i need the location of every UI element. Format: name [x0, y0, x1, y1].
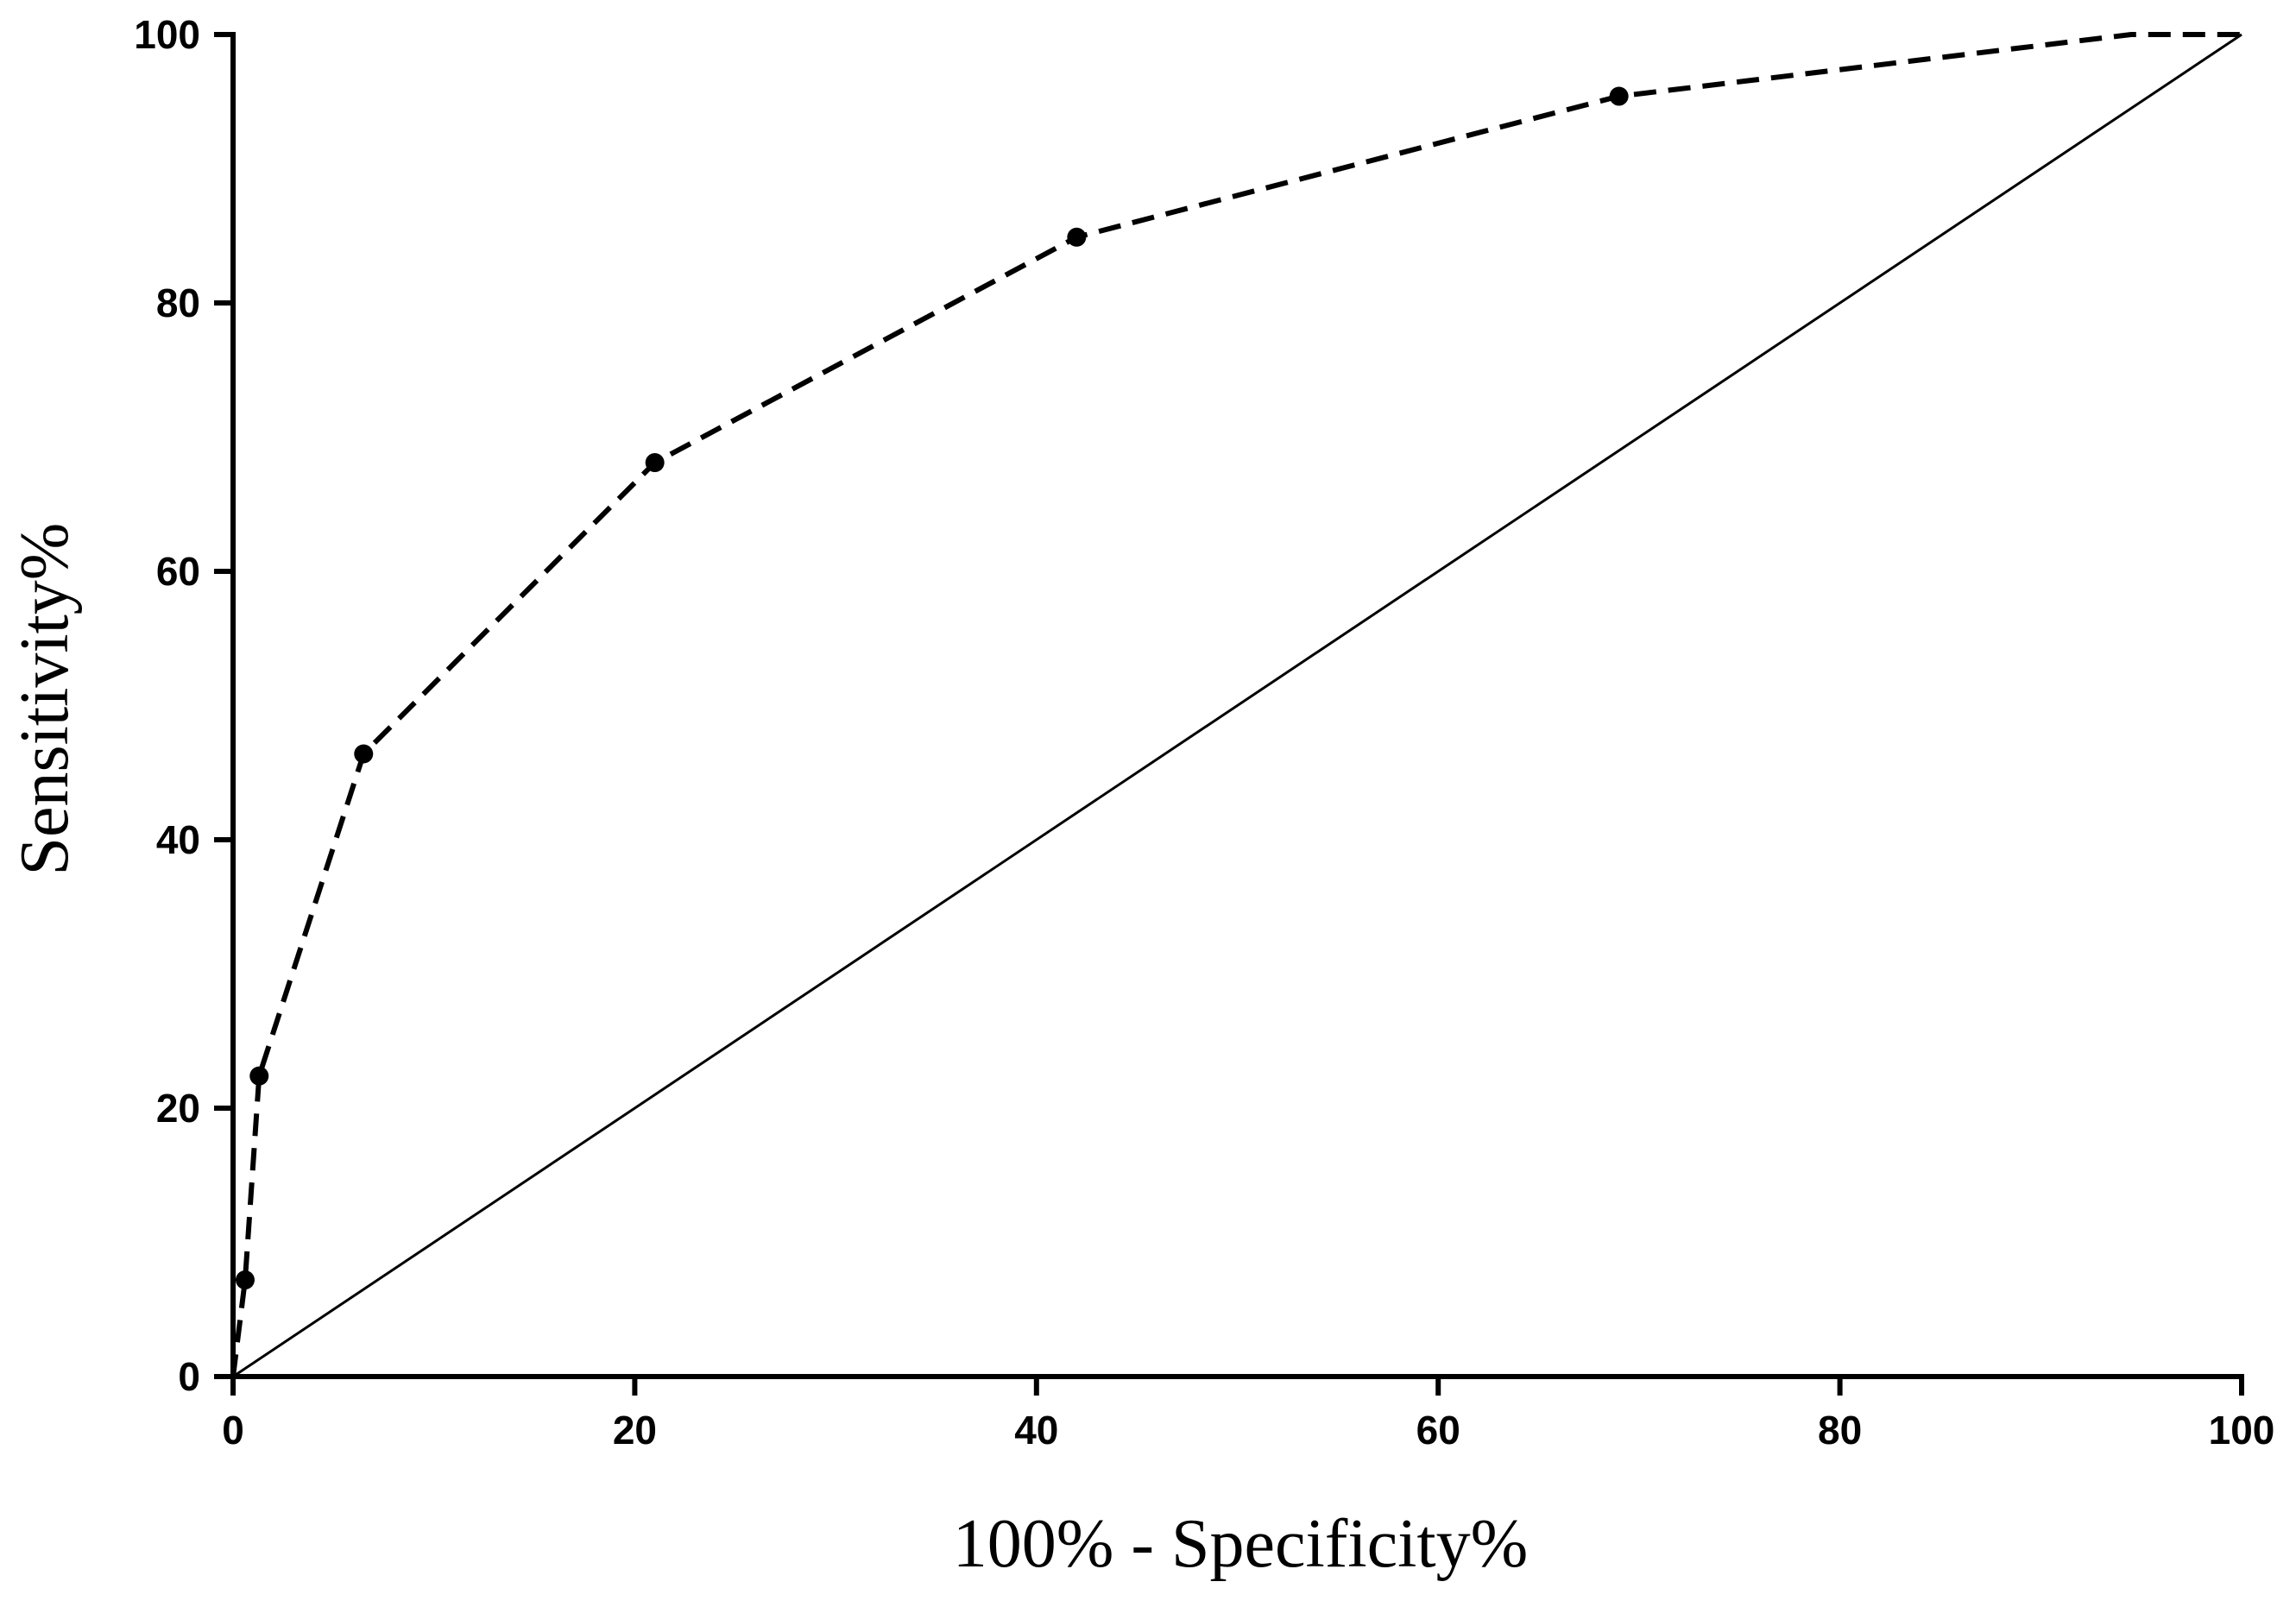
x-axis-title: 100% - Specificity%: [953, 1506, 1528, 1582]
y-tick-label: 20: [156, 1086, 200, 1131]
y-tick-label: 0: [178, 1354, 200, 1399]
x-tick-label: 20: [613, 1408, 657, 1453]
y-tick-label: 80: [156, 280, 200, 325]
y-tick-label: 60: [156, 549, 200, 594]
reference-line-layer: [232, 33, 2242, 1378]
roc-data-point: [1067, 227, 1087, 247]
x-tick-label: 60: [1416, 1408, 1460, 1453]
roc-data-point: [1609, 86, 1629, 106]
axes: 0 20 40 60 80 100 0 20 40 60 80 100: [134, 12, 2274, 1453]
y-tick-label: 100: [134, 12, 200, 57]
x-tick-label: 0: [222, 1408, 244, 1453]
y-tick-label: 40: [156, 817, 200, 862]
x-axis-ticks: 0 20 40 60 80 100: [222, 1377, 2274, 1453]
reference-diagonal-line: [232, 33, 2242, 1378]
roc-data-point: [354, 744, 374, 764]
roc-data-point: [235, 1270, 255, 1290]
roc-curve-layer: [230, 32, 2242, 1377]
roc-data-point: [645, 453, 665, 473]
x-tick-label: 40: [1014, 1408, 1058, 1453]
y-axis-ticks: 0 20 40 60 80 100: [134, 12, 233, 1399]
x-tick-label: 80: [1818, 1408, 1862, 1453]
roc-data-point: [249, 1066, 269, 1086]
y-axis-title: Sensitivity%: [7, 523, 83, 876]
x-tick-label: 100: [2209, 1408, 2275, 1453]
